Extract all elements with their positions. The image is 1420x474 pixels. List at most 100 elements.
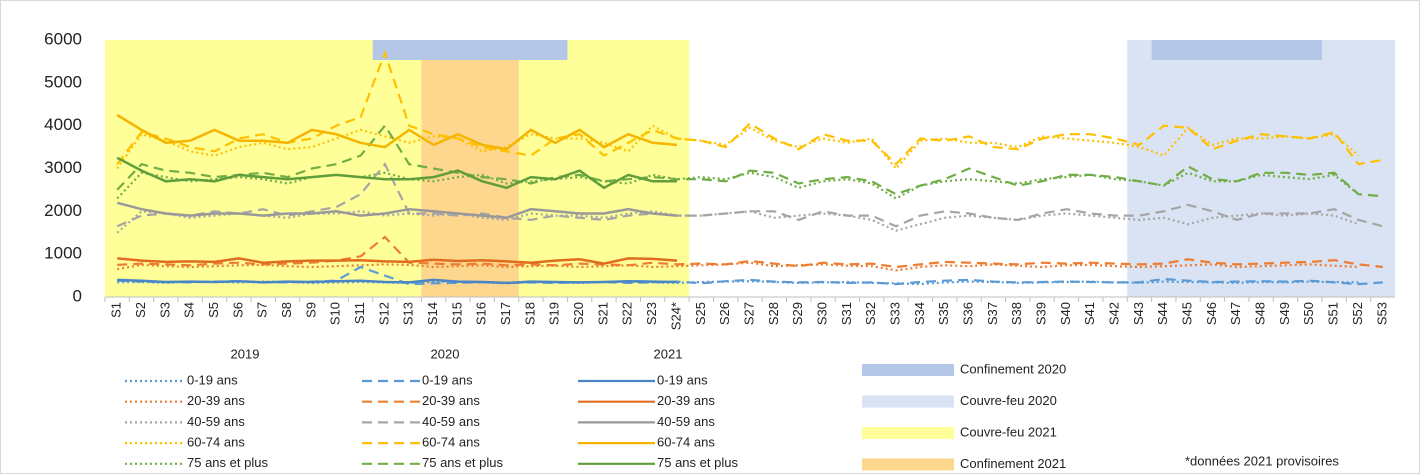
legend-label: 0-19 ans — [187, 372, 238, 387]
x-tick-label: S18 — [522, 302, 537, 325]
region — [1127, 40, 1395, 297]
legend-swatch — [862, 364, 954, 376]
legend-swatch — [862, 427, 954, 439]
x-tick-label: S42 — [1107, 302, 1122, 325]
y-tick-label: 2000 — [44, 201, 82, 220]
x-tick-label: S39 — [1034, 302, 1049, 325]
legend-label: Couvre-feu 2021 — [960, 424, 1057, 439]
x-tick-label: S28 — [766, 302, 781, 325]
region — [372, 40, 568, 60]
note: *données 2021 provisoires — [1185, 453, 1339, 468]
legend-label: 75 ans et plus — [422, 455, 503, 470]
legend-label: Confinement 2020 — [960, 361, 1066, 376]
legend-label: 75 ans et plus — [187, 455, 268, 470]
x-tick-label: S49 — [1277, 302, 1292, 325]
x-tick-label: S20 — [571, 302, 586, 325]
x-tick-label: S27 — [741, 302, 756, 325]
x-tick-label: S24* — [668, 302, 683, 330]
x-tick-label: S45 — [1180, 302, 1195, 325]
x-tick-label: S37 — [985, 302, 1000, 325]
x-tick-label: S52 — [1350, 302, 1365, 325]
series-line — [116, 162, 1384, 228]
y-tick-label: 1000 — [44, 244, 82, 263]
y-tick-label: 0 — [73, 286, 82, 305]
legend-label: 75 ans et plus — [657, 455, 738, 470]
legend-label: 60-74 ans — [657, 435, 715, 450]
x-tick-label: S48 — [1253, 302, 1268, 325]
x-tick-label: S3 — [157, 302, 172, 318]
legend-label: 60-74 ans — [187, 435, 245, 450]
legend-label: Confinement 2021 — [960, 456, 1066, 471]
x-tick-label: S15 — [449, 302, 464, 325]
legend-swatch — [862, 395, 954, 408]
series-line — [116, 123, 1383, 198]
x-tick-label: S53 — [1374, 302, 1389, 325]
region — [105, 40, 690, 297]
x-tick-label: S43 — [1131, 302, 1146, 325]
x-tick-label: S50 — [1301, 302, 1316, 325]
legend-group-title: 2021 — [654, 346, 683, 361]
series-line — [116, 201, 678, 220]
x-tick-label: S16 — [474, 302, 489, 325]
x-tick-label: S17 — [498, 302, 513, 325]
x-tick-label: S26 — [717, 302, 732, 325]
x-tick-label: S9 — [303, 302, 318, 318]
x-tick-label: S5 — [206, 302, 221, 318]
x-tick-label: S32 — [863, 302, 878, 325]
legend: 2019 0-19 ans 20-39 ans 40-59 ans 60-74 ans 7… — [125, 346, 1066, 471]
x-tick-label: S21 — [595, 302, 610, 325]
series-line — [117, 278, 678, 285]
x-tick-label: S25 — [693, 302, 708, 325]
legend-label: 40-59 ans — [187, 414, 245, 429]
x-tick-label: S31 — [839, 302, 854, 325]
y-tick-label: 3000 — [44, 158, 82, 177]
x-tick-label: S30 — [814, 302, 829, 325]
x-tick-label: S34 — [912, 302, 927, 325]
legend-group-title: 2019 — [231, 346, 260, 361]
legend-label: 20-39 ans — [187, 393, 245, 408]
legend-label: 40-59 ans — [422, 414, 480, 429]
x-tick-label: S40 — [1058, 302, 1073, 325]
legend-label: 0-19 ans — [422, 372, 473, 387]
x-tick-label: S4 — [182, 302, 197, 318]
x-tick-label: S11 — [352, 302, 367, 324]
x-tick-label: S8 — [279, 302, 294, 318]
x-tick-label: S47 — [1228, 302, 1243, 325]
y-tick-label: 6000 — [44, 29, 82, 48]
legend-swatch — [862, 458, 954, 471]
x-tick-label: S38 — [1009, 302, 1024, 325]
legend-group-title: 2020 — [431, 346, 460, 361]
x-tick-label: S6 — [230, 302, 245, 318]
x-tick-label: S41 — [1082, 302, 1097, 325]
x-tick-label: S1 — [109, 302, 124, 318]
x-tick-label: S10 — [328, 302, 343, 325]
x-tick-label: S7 — [255, 302, 270, 318]
x-tick-label: S13 — [401, 302, 416, 325]
regions — [105, 40, 1395, 297]
x-tick-label: S29 — [790, 302, 805, 325]
legend-label: 40-59 ans — [657, 414, 715, 429]
legend-label: Couvre-feu 2020 — [960, 393, 1057, 408]
x-tick-label: S35 — [936, 302, 951, 325]
x-tick-label: S19 — [547, 302, 562, 325]
x-tick-label: S23 — [644, 302, 659, 325]
series-line — [117, 257, 678, 265]
series-line — [117, 261, 1359, 272]
region — [1151, 40, 1322, 60]
x-tick-label: S44 — [1155, 302, 1170, 325]
x-tick-label: S22 — [620, 302, 635, 325]
legend-label: 60-74 ans — [422, 435, 480, 450]
legend-label: 20-39 ans — [422, 393, 480, 408]
x-tick-label: S14 — [425, 302, 440, 325]
x-tick-label: S2 — [133, 302, 148, 318]
x-tick-label: S33 — [887, 302, 902, 325]
axes: 0 1000 2000 3000 4000 5000 6000 S1 S2 S3 S4 S5 S6 S7 S… — [44, 29, 1395, 330]
x-tick-label: S12 — [376, 302, 391, 325]
x-tick-label: S46 — [1204, 302, 1219, 325]
series-line — [116, 113, 678, 151]
lines — [116, 49, 1384, 286]
legend-label: 20-39 ans — [657, 393, 715, 408]
x-tick-label: S51 — [1326, 302, 1341, 325]
series-line — [116, 156, 677, 190]
